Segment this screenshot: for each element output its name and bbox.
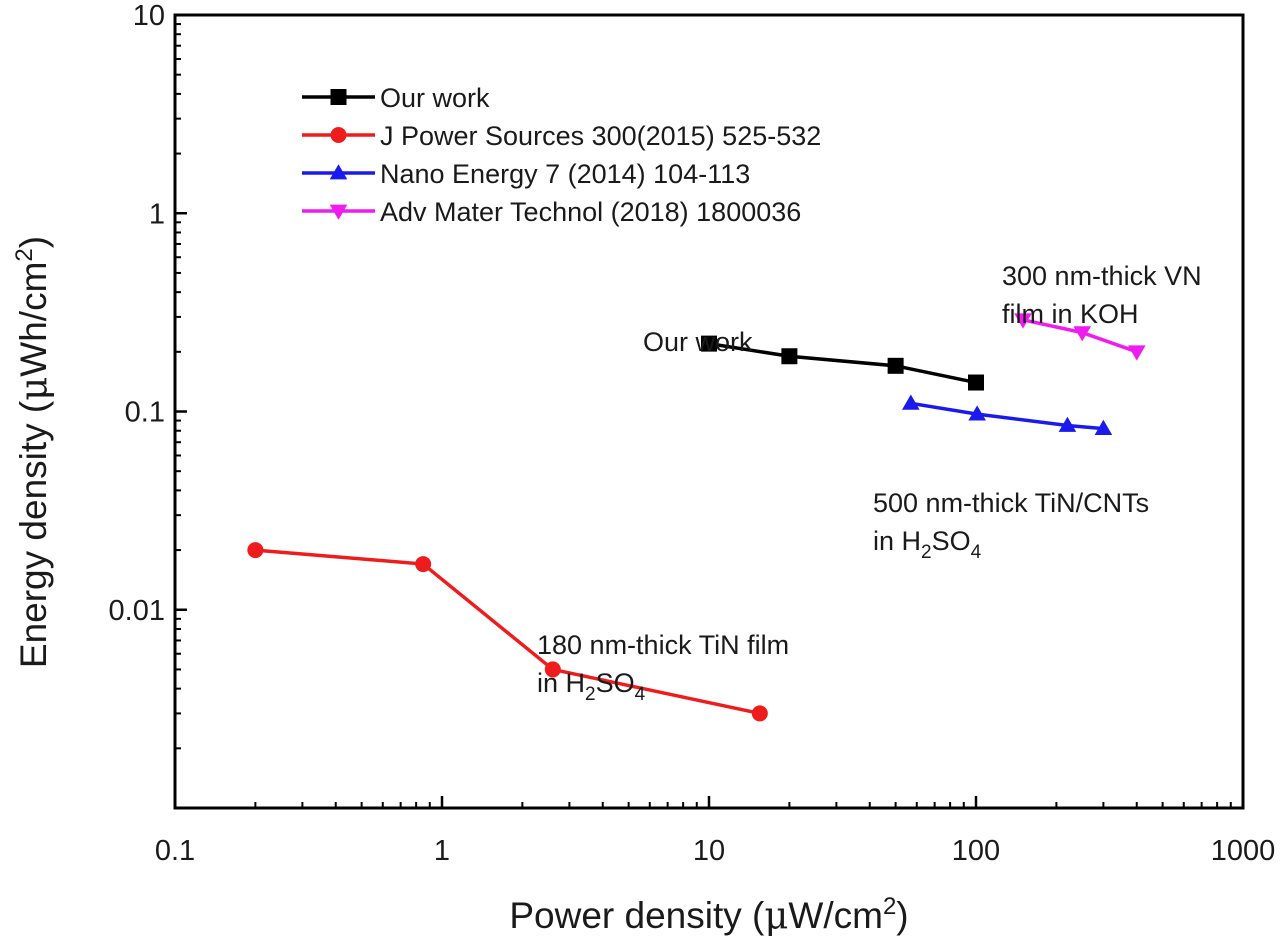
data-point: [701, 335, 717, 352]
y-tick-label: 0.1: [125, 397, 165, 429]
legend-label: J Power Sources 300(2015) 525-532: [380, 121, 821, 151]
data-point: [247, 542, 264, 559]
y-tick-label: 0.01: [109, 595, 165, 627]
x-tick-label: 100: [952, 835, 1000, 867]
data-point: [968, 405, 986, 421]
legend-entry: Nano Energy 7 (2014) 104-113: [302, 159, 750, 189]
x-axis: 0.1 1 10 100 1000: [155, 796, 1275, 867]
x-tick-label: 1000: [1211, 835, 1276, 867]
annotation-label: Our work: [643, 327, 753, 357]
series-line: [708, 341, 977, 385]
x-tick-label: 10: [693, 835, 725, 867]
series-3: [902, 394, 1113, 435]
data-point: [1014, 313, 1032, 329]
y-tick-label: 1: [149, 198, 165, 230]
data-point: [781, 348, 798, 365]
legend-entry: Our work: [302, 83, 490, 113]
series-layer: [247, 313, 1146, 722]
data-point: [968, 374, 984, 391]
annotations: Our work 300 nm-thick VN film in KOH 500 n…: [537, 261, 1202, 705]
data-point: [1073, 326, 1092, 342]
legend: Our work J Power Sources 300(2015) 525-53…: [302, 83, 821, 227]
annotation-label: film in KOH: [1002, 299, 1139, 329]
data-point: [887, 357, 904, 374]
y-axis: 0.01 0.1 1 10: [109, 0, 187, 750]
data-point: [544, 661, 561, 678]
annotation-label: 180 nm-thick TiN film: [537, 630, 789, 660]
legend-entry: J Power Sources 300(2015) 525-532: [302, 121, 821, 151]
series-line: [910, 401, 1104, 431]
legend-marker: [330, 127, 347, 143]
series-2: [247, 542, 768, 722]
data-point: [751, 705, 768, 722]
data-point: [902, 394, 920, 410]
annotation-label: 500 nm-thick TiN/CNTs: [873, 488, 1149, 518]
x-tick-label: 0.1: [155, 835, 195, 867]
data-point: [1127, 345, 1146, 361]
legend-marker: [329, 204, 348, 220]
legend-label: Adv Mater Technol (2018) 1800036: [380, 197, 801, 227]
y-tick-label: 10: [133, 0, 165, 32]
legend-marker: [329, 164, 348, 180]
annotation-label: in H2SO4: [873, 526, 982, 563]
series-4: [1014, 313, 1146, 361]
data-point: [1058, 416, 1077, 432]
legend-entry: Adv Mater Technol (2018) 1800036: [302, 197, 801, 227]
annotation-label: in H2SO4: [537, 668, 646, 705]
series-1: [701, 335, 984, 391]
x-axis-title: Power density (μW/cm2): [509, 893, 908, 937]
data-point: [415, 556, 432, 573]
legend-marker: [330, 89, 347, 105]
legend-label: Our work: [380, 83, 490, 113]
y-axis-title: Energy density (μWh/cm2): [11, 236, 55, 668]
series-line: [255, 548, 761, 716]
legend-label: Nano Energy 7 (2014) 104-113: [380, 159, 750, 189]
data-point: [1094, 419, 1113, 435]
x-tick-label: 1: [434, 835, 450, 867]
annotation-label: 300 nm-thick VN: [1002, 261, 1202, 291]
